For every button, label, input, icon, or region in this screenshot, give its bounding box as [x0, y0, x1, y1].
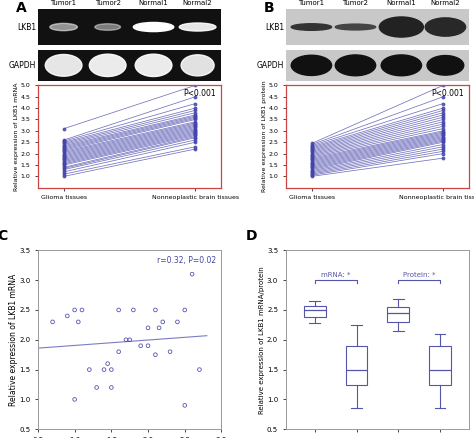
- Text: Tumor1: Tumor1: [298, 0, 325, 6]
- Point: [144, 325, 152, 332]
- Point: [155, 325, 163, 332]
- Point: [115, 348, 122, 355]
- Ellipse shape: [335, 55, 376, 76]
- Ellipse shape: [133, 22, 174, 32]
- Point: [108, 366, 115, 373]
- Text: Tumor2: Tumor2: [95, 0, 121, 6]
- Y-axis label: Relative expression of LKB1 mRNA: Relative expression of LKB1 mRNA: [14, 82, 19, 191]
- Point: [137, 342, 145, 349]
- Y-axis label: Relative expression of LKB1 mRNA/protein: Relative expression of LKB1 mRNA/protein: [259, 266, 265, 413]
- Ellipse shape: [50, 23, 77, 31]
- Text: B: B: [264, 1, 274, 15]
- Ellipse shape: [135, 54, 172, 77]
- Text: Normal1: Normal1: [139, 0, 168, 6]
- Point: [115, 307, 122, 314]
- Point: [71, 396, 78, 403]
- Text: r=0.32, P=0.02: r=0.32, P=0.02: [157, 256, 216, 265]
- Point: [173, 318, 181, 325]
- Point: [49, 318, 56, 325]
- Point: [181, 307, 189, 314]
- Point: [122, 336, 130, 343]
- Text: Normal2: Normal2: [430, 0, 460, 6]
- Text: Tumor2: Tumor2: [342, 0, 368, 6]
- Point: [64, 312, 71, 319]
- Point: [100, 366, 108, 373]
- Text: mRNA: *: mRNA: *: [321, 272, 350, 278]
- Point: [78, 307, 86, 314]
- Text: C: C: [0, 229, 8, 243]
- Point: [85, 366, 93, 373]
- Y-axis label: Relative expression of LKB1 protein: Relative expression of LKB1 protein: [262, 81, 267, 192]
- Text: LKB1: LKB1: [265, 22, 284, 32]
- Text: A: A: [16, 1, 27, 15]
- Point: [159, 318, 166, 325]
- Point: [188, 271, 196, 278]
- Ellipse shape: [381, 55, 421, 76]
- Point: [152, 351, 159, 358]
- Ellipse shape: [291, 55, 332, 75]
- Point: [108, 384, 115, 391]
- Point: [152, 307, 159, 314]
- Text: P<0.001: P<0.001: [183, 89, 216, 99]
- Text: Tumor1: Tumor1: [51, 0, 77, 6]
- Point: [129, 307, 137, 314]
- Point: [71, 307, 78, 314]
- Text: Normal1: Normal1: [386, 0, 416, 6]
- Point: [74, 318, 82, 325]
- Y-axis label: Relative expression of LKB1 mRNA: Relative expression of LKB1 mRNA: [9, 274, 18, 406]
- Ellipse shape: [89, 54, 126, 77]
- Point: [181, 402, 189, 409]
- Point: [126, 336, 134, 343]
- Ellipse shape: [425, 18, 465, 36]
- Ellipse shape: [379, 17, 423, 37]
- Ellipse shape: [291, 24, 332, 30]
- Point: [144, 342, 152, 349]
- Ellipse shape: [427, 56, 464, 75]
- Ellipse shape: [95, 24, 120, 30]
- Point: [166, 348, 174, 355]
- Point: [104, 360, 111, 367]
- Ellipse shape: [181, 55, 214, 76]
- Point: [93, 384, 100, 391]
- Text: GAPDH: GAPDH: [9, 61, 36, 70]
- Text: Protein: *: Protein: *: [403, 272, 436, 278]
- Ellipse shape: [335, 24, 376, 30]
- Ellipse shape: [179, 23, 216, 31]
- Text: Normal2: Normal2: [183, 0, 212, 6]
- Text: D: D: [246, 229, 257, 243]
- Text: GAPDH: GAPDH: [256, 61, 284, 70]
- Text: P<0.001: P<0.001: [431, 89, 464, 99]
- Ellipse shape: [45, 54, 82, 76]
- Point: [196, 366, 203, 373]
- Text: LKB1: LKB1: [17, 22, 36, 32]
